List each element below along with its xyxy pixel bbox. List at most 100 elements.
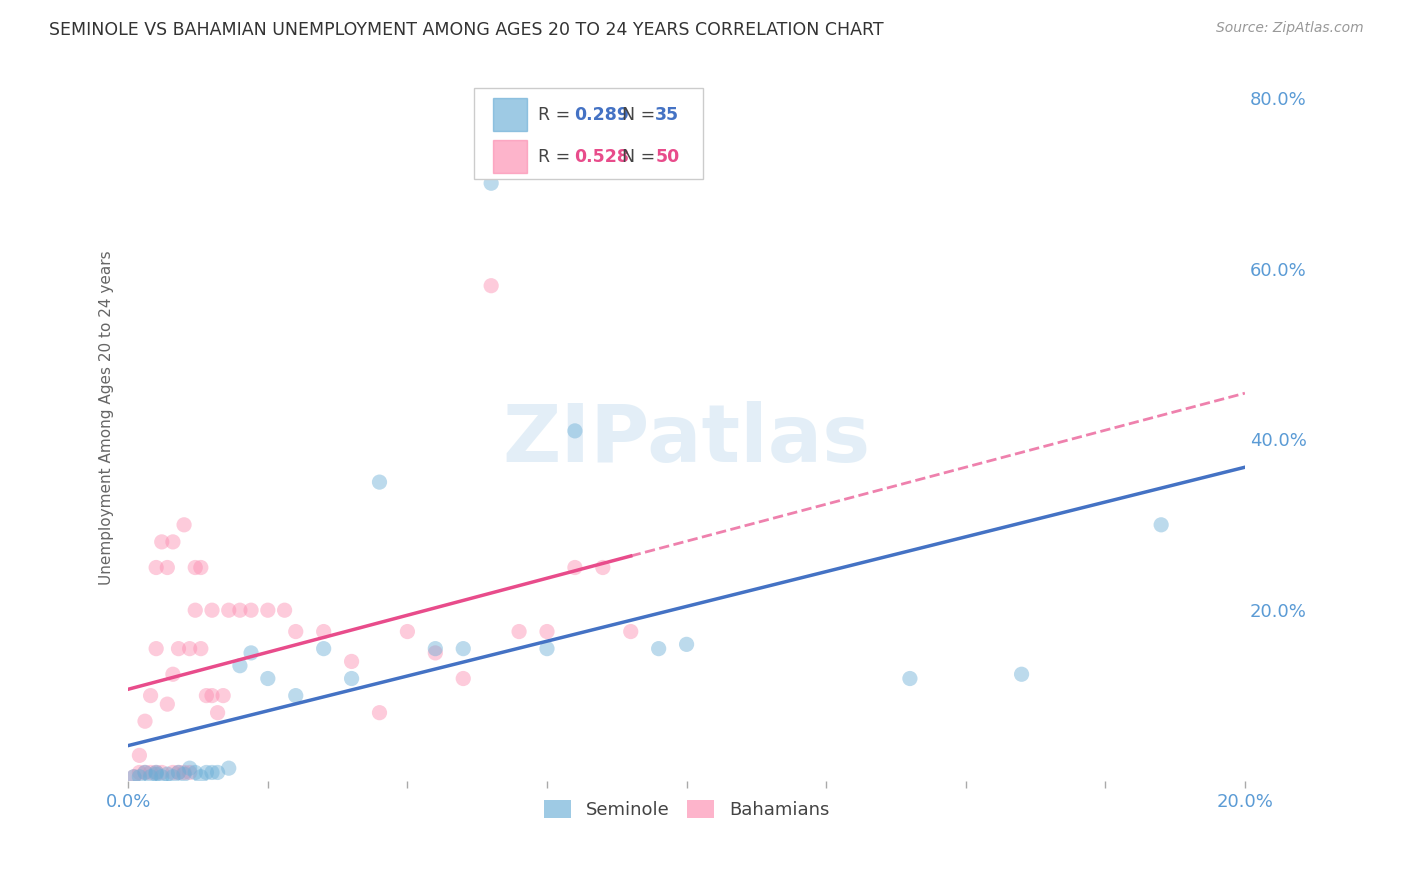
Point xyxy=(162,534,184,549)
Point xyxy=(368,475,391,489)
Point xyxy=(592,560,614,574)
Point xyxy=(425,646,447,660)
Point xyxy=(190,560,212,574)
Point xyxy=(340,655,363,669)
Point xyxy=(229,658,252,673)
Point xyxy=(145,767,167,781)
Point xyxy=(128,770,150,784)
Point xyxy=(184,603,207,617)
Point xyxy=(312,624,335,639)
Point xyxy=(564,424,586,438)
Point xyxy=(508,624,530,639)
Point xyxy=(451,641,474,656)
Point xyxy=(134,765,156,780)
Point xyxy=(128,748,150,763)
Point xyxy=(451,672,474,686)
Point xyxy=(564,560,586,574)
Text: 0.528: 0.528 xyxy=(574,147,628,166)
Point xyxy=(167,765,190,780)
Point xyxy=(139,765,162,780)
Point xyxy=(312,641,335,656)
Point xyxy=(179,641,201,656)
Point xyxy=(1011,667,1033,681)
Point xyxy=(368,706,391,720)
Point xyxy=(1150,517,1173,532)
Text: SEMINOLE VS BAHAMIAN UNEMPLOYMENT AMONG AGES 20 TO 24 YEARS CORRELATION CHART: SEMINOLE VS BAHAMIAN UNEMPLOYMENT AMONG … xyxy=(49,21,884,38)
Point xyxy=(134,765,156,780)
Point xyxy=(167,641,190,656)
Point xyxy=(150,765,173,780)
Point xyxy=(218,603,240,617)
Point xyxy=(156,560,179,574)
Point xyxy=(240,646,263,660)
Point xyxy=(898,672,921,686)
Point xyxy=(173,517,195,532)
Point xyxy=(256,672,278,686)
Point xyxy=(145,641,167,656)
Point xyxy=(647,641,669,656)
Point xyxy=(190,641,212,656)
Point xyxy=(173,767,195,781)
Point xyxy=(207,706,229,720)
Point xyxy=(207,765,229,780)
Point xyxy=(134,714,156,729)
Point xyxy=(179,765,201,780)
Point xyxy=(229,603,252,617)
Point xyxy=(150,770,173,784)
Point xyxy=(145,765,167,780)
Point xyxy=(190,770,212,784)
Point xyxy=(145,560,167,574)
Point xyxy=(162,770,184,784)
Point xyxy=(156,697,179,711)
Point xyxy=(620,624,643,639)
Point xyxy=(150,534,173,549)
Text: 35: 35 xyxy=(655,106,679,124)
Point xyxy=(145,765,167,780)
Text: N =: N = xyxy=(610,147,661,166)
FancyBboxPatch shape xyxy=(494,140,527,173)
Point xyxy=(162,667,184,681)
Point xyxy=(122,770,145,784)
Point xyxy=(139,689,162,703)
Text: Source: ZipAtlas.com: Source: ZipAtlas.com xyxy=(1216,21,1364,35)
Text: R =: R = xyxy=(538,147,576,166)
Point xyxy=(284,624,307,639)
Point xyxy=(479,278,502,293)
Point xyxy=(184,560,207,574)
Text: N =: N = xyxy=(610,106,661,124)
Point xyxy=(536,641,558,656)
Point xyxy=(479,176,502,190)
Text: ZIPatlas: ZIPatlas xyxy=(502,401,870,479)
Point xyxy=(162,765,184,780)
Text: R =: R = xyxy=(538,106,576,124)
Legend: Seminole, Bahamians: Seminole, Bahamians xyxy=(537,793,837,826)
Point xyxy=(425,641,447,656)
Point xyxy=(675,637,697,651)
Text: 0.289: 0.289 xyxy=(574,106,628,124)
Text: 50: 50 xyxy=(655,147,679,166)
Point xyxy=(184,765,207,780)
Point xyxy=(212,689,235,703)
Point xyxy=(284,689,307,703)
Point xyxy=(156,767,179,781)
Point xyxy=(179,761,201,775)
Point xyxy=(340,672,363,686)
Point xyxy=(201,603,224,617)
Point xyxy=(195,765,218,780)
Point xyxy=(128,765,150,780)
Point xyxy=(396,624,419,639)
Y-axis label: Unemployment Among Ages 20 to 24 years: Unemployment Among Ages 20 to 24 years xyxy=(100,251,114,585)
Point xyxy=(201,765,224,780)
FancyBboxPatch shape xyxy=(474,87,703,178)
Point xyxy=(122,770,145,784)
Point xyxy=(256,603,278,617)
FancyBboxPatch shape xyxy=(494,98,527,131)
Point xyxy=(173,765,195,780)
Point xyxy=(139,770,162,784)
Point xyxy=(240,603,263,617)
Point xyxy=(195,689,218,703)
Point xyxy=(273,603,295,617)
Point xyxy=(536,624,558,639)
Point xyxy=(201,689,224,703)
Point xyxy=(167,765,190,780)
